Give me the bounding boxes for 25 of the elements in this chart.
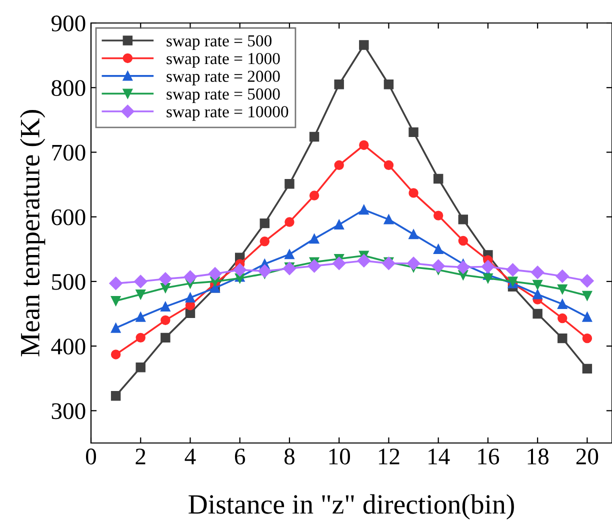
x-tick-label: 10 [329,448,350,464]
legend-label: swap rate = 500 [166,35,272,50]
x-tick-label: 6 [234,448,246,464]
legend-label: swap rate = 1000 [166,52,280,68]
x-tick-label: 0 [86,448,96,464]
x-tick-label: 4 [184,448,196,464]
y-tick-label: 600 [52,209,86,226]
x-tick-label: 2 [136,448,146,464]
y-tick-label: 300 [52,403,86,420]
x-tick-label: 12 [378,448,400,464]
y-tick-label: 400 [51,338,86,354]
y-tick-label: 500 [52,274,86,290]
x-tick-label: 16 [478,448,500,464]
x-axis-title: Distance in "z" direction(bin) [188,494,514,520]
y-tick-label: 700 [52,144,86,161]
y-tick-label: 800 [52,80,86,96]
y-axis-title: Mean temperature (K) [20,110,46,356]
legend-label: swap rate = 5000 [166,88,280,104]
legend-label: swap rate = 2000 [166,70,280,86]
x-tick-label: 8 [284,448,294,464]
x-tick-label: 14 [428,448,450,464]
y-tick-label: 900 [51,15,86,32]
x-tick-label: 18 [528,448,548,464]
x-tick-label: 20 [576,448,598,464]
legend-label: swap rate = 10000 [166,106,288,121]
